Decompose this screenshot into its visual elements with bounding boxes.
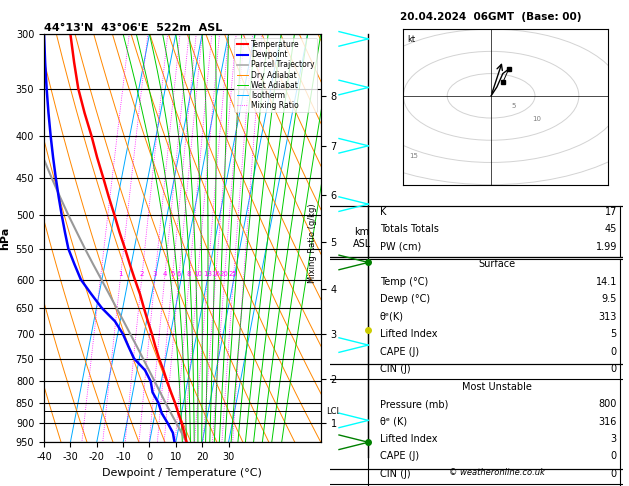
Text: Totals Totals: Totals Totals [380,224,439,234]
Text: 0: 0 [611,469,617,479]
Text: 13: 13 [203,272,212,278]
Text: CAPE (J): CAPE (J) [380,347,419,357]
Text: 4: 4 [162,272,167,278]
Text: 10: 10 [193,272,202,278]
Text: 800: 800 [598,399,617,409]
Text: 3: 3 [152,272,157,278]
Text: 20.04.2024  06GMT  (Base: 00): 20.04.2024 06GMT (Base: 00) [400,12,582,22]
Text: LCL: LCL [326,407,342,416]
Text: Mixing Ratio (g/kg): Mixing Ratio (g/kg) [308,203,317,283]
Y-axis label: km
ASL: km ASL [353,227,371,249]
Text: 9.5: 9.5 [601,294,617,304]
Text: Lifted Index: Lifted Index [380,329,437,339]
Text: 6: 6 [176,272,181,278]
Text: 16: 16 [211,272,220,278]
Text: 25: 25 [229,272,238,278]
Text: PW (cm): PW (cm) [380,242,421,252]
Y-axis label: hPa: hPa [0,226,10,250]
Text: 44°13'N  43°06'E  522m  ASL: 44°13'N 43°06'E 522m ASL [44,23,222,33]
Text: 0: 0 [611,451,617,462]
Text: 15: 15 [409,153,418,159]
Text: 316: 316 [598,417,617,427]
Text: 8: 8 [187,272,191,278]
Text: CIN (J): CIN (J) [380,469,411,479]
Text: 5: 5 [611,329,617,339]
Text: CAPE (J): CAPE (J) [380,451,419,462]
Text: 20: 20 [220,272,229,278]
Text: kt: kt [408,35,416,44]
Text: Surface: Surface [479,259,516,269]
Text: 14.1: 14.1 [596,277,617,287]
Text: CIN (J): CIN (J) [380,364,411,374]
Text: 45: 45 [604,224,617,234]
Text: K: K [380,207,386,217]
Text: Temp (°C): Temp (°C) [380,277,428,287]
Legend: Temperature, Dewpoint, Parcel Trajectory, Dry Adiabat, Wet Adiabat, Isotherm, Mi: Temperature, Dewpoint, Parcel Trajectory… [235,38,317,112]
Text: Lifted Index: Lifted Index [380,434,437,444]
Text: 313: 313 [598,312,617,322]
Text: 3: 3 [611,434,617,444]
Text: θᵉ (K): θᵉ (K) [380,417,407,427]
Text: 17: 17 [604,207,617,217]
Text: © weatheronline.co.uk: © weatheronline.co.uk [449,468,545,477]
Text: θᵉ(K): θᵉ(K) [380,312,404,322]
Text: 10: 10 [532,116,541,122]
Text: 5: 5 [170,272,174,278]
Text: 1: 1 [118,272,123,278]
Text: 0: 0 [611,347,617,357]
Text: Pressure (mb): Pressure (mb) [380,399,448,409]
Text: 2: 2 [140,272,144,278]
Text: Dewp (°C): Dewp (°C) [380,294,430,304]
Text: 1.99: 1.99 [596,242,617,252]
Text: Most Unstable: Most Unstable [462,382,532,392]
Text: 0: 0 [611,364,617,374]
X-axis label: Dewpoint / Temperature (°C): Dewpoint / Temperature (°C) [103,468,262,478]
Text: 5: 5 [511,103,516,109]
